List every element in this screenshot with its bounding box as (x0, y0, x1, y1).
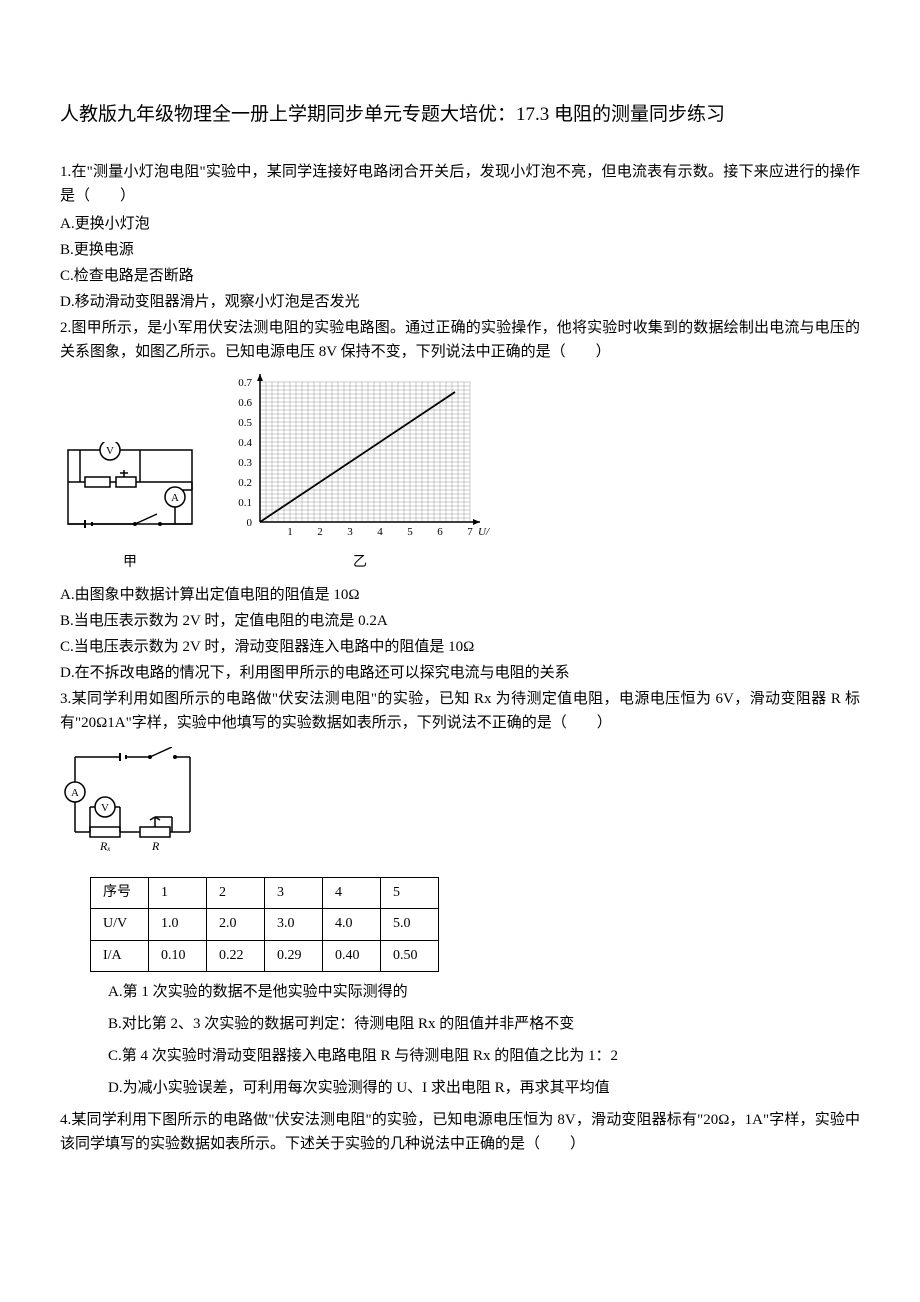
q3-option-a: A.第 1 次实验的数据不是他实验中实际测得的 (60, 980, 860, 1004)
svg-text:V: V (106, 445, 114, 457)
table-row: 序号12345 (91, 877, 439, 908)
svg-text:4: 4 (377, 526, 383, 538)
table-row: I/A0.100.220.290.400.50 (91, 940, 439, 971)
q3-stem: 3.某同学利用如图所示的电路做"伏安法测电阻"的实验，已知 Rx 为待测定值电阻… (60, 687, 860, 735)
q3-option-b: B.对比第 2、3 次实验的数据可判定：待测电阻 Rx 的阻值并非严格不变 (60, 1012, 860, 1036)
svg-text:0.7: 0.7 (238, 377, 252, 389)
svg-text:0.1: 0.1 (238, 497, 252, 509)
svg-text:2: 2 (317, 526, 323, 538)
q2-label-jia: 甲 (60, 552, 200, 574)
q1-stem: 1.在"测量小灯泡电阻"实验中，某同学连接好电路闭合开关后，发现小灯泡不亮，但电… (60, 160, 860, 208)
svg-text:0.4: 0.4 (238, 437, 252, 449)
q2-iv-chart: 0 0.1 0.2 0.3 0.4 0.5 0.6 0.7 1 2 3 4 5 … (230, 372, 490, 542)
svg-text:0.6: 0.6 (238, 397, 252, 409)
q3-option-d: D.为减小实验误差，可利用每次实验测得的 U、I 求出电阻 R，再求其平均值 (60, 1076, 860, 1100)
q2-label-yi: 乙 (230, 552, 490, 574)
svg-text:0.2: 0.2 (238, 477, 252, 489)
q1-option-c: C.检查电路是否断路 (60, 264, 860, 288)
q2-figure-row: V A 甲 (60, 372, 860, 574)
q1-option-a: A.更换小灯泡 (60, 212, 860, 236)
svg-text:S: S (163, 747, 169, 748)
svg-text:Rₓ: Rₓ (99, 839, 111, 853)
q2-stem: 2.图甲所示，是小军用伏安法测电阻的实验电路图。通过正确的实验操作，他将实验时收… (60, 316, 860, 364)
q3-option-c: C.第 4 次实验时滑动变阻器接入电路电阻 R 与待测电阻 Rx 的阻值之比为 … (60, 1044, 860, 1068)
svg-text:0.3: 0.3 (238, 457, 252, 469)
q4-stem: 4.某同学利用下图所示的电路做"伏安法测电阻"的实验，已知电源电压恒为 8V，滑… (60, 1108, 860, 1156)
page-title: 人教版九年级物理全一册上学期同步单元专题大培优：17.3 电阻的测量同步练习 (60, 100, 860, 130)
q2-chart-container: 0 0.1 0.2 0.3 0.4 0.5 0.6 0.7 1 2 3 4 5 … (230, 372, 490, 574)
svg-text:A: A (71, 787, 79, 799)
svg-text:0: 0 (247, 517, 253, 529)
svg-text:R: R (151, 839, 160, 853)
svg-text:U/V: U/V (478, 526, 490, 538)
q2-option-d: D.在不拆改电路的情况下，利用图甲所示的电路还可以探究电流与电阻的关系 (60, 661, 860, 685)
q1-option-b: B.更换电源 (60, 238, 860, 262)
svg-text:6: 6 (437, 526, 443, 538)
q2-circuit-container: V A 甲 (60, 442, 200, 574)
svg-text:V: V (101, 802, 109, 814)
table-row: U/V1.02.03.04.05.0 (91, 909, 439, 940)
q3-data-table: 序号12345 U/V1.02.03.04.05.0 I/A0.100.220.… (90, 877, 439, 972)
q2-option-c: C.当电压表示数为 2V 时，滑动变阻器连入电路中的阻值是 10Ω (60, 635, 860, 659)
svg-text:5: 5 (407, 526, 413, 538)
svg-text:1: 1 (287, 526, 293, 538)
svg-text:3: 3 (347, 526, 353, 538)
q3-circuit-diagram: S A V Rₓ R (60, 747, 200, 857)
q2-option-a: A.由图象中数据计算出定值电阻的阻值是 10Ω (60, 583, 860, 607)
svg-text:A: A (171, 492, 179, 504)
q2-option-b: B.当电压表示数为 2V 时，定值电阻的电流是 0.2A (60, 609, 860, 633)
svg-text:7: 7 (467, 526, 473, 538)
svg-text:0.5: 0.5 (238, 417, 252, 429)
svg-text:I/A: I/A (267, 372, 282, 375)
q1-option-d: D.移动滑动变阻器滑片，观察小灯泡是否发光 (60, 290, 860, 314)
q2-circuit-diagram: V A (60, 442, 200, 542)
